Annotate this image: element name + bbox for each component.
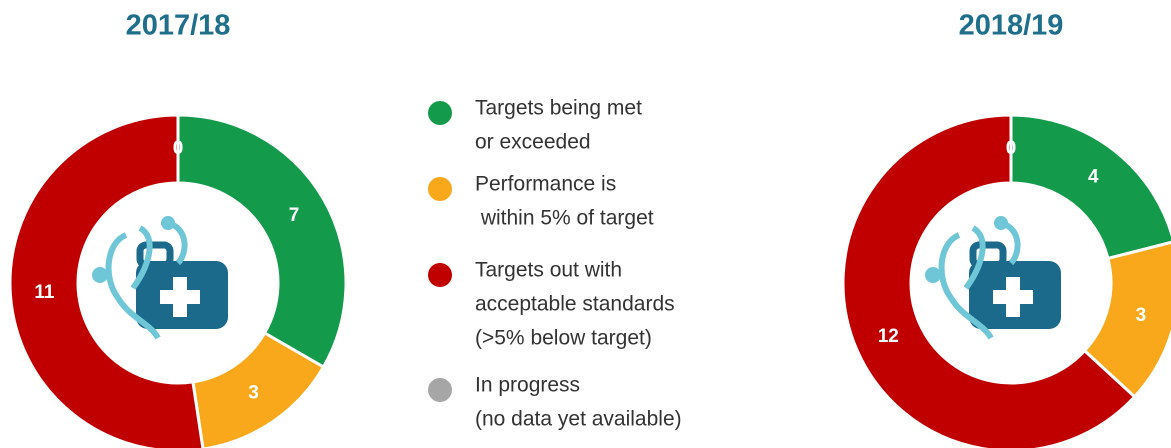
value-label: 7 <box>289 205 300 226</box>
legend-marker <box>428 263 452 287</box>
chart-title: 2018/19 <box>959 10 1064 42</box>
value-label: 12 <box>878 326 899 347</box>
value-label: 3 <box>1136 305 1147 326</box>
legend-label: within 5% of target <box>475 207 654 230</box>
value-label: 4 <box>1088 166 1099 187</box>
legend-label: or exceeded <box>475 131 591 154</box>
legend-label: acceptable standards <box>475 293 675 316</box>
legend-marker <box>428 177 452 201</box>
legend-label: (no data yet available) <box>475 408 682 431</box>
legend-marker <box>428 378 452 402</box>
legend-marker <box>428 101 452 125</box>
value-label: 0 <box>1006 138 1017 159</box>
chart-title: 2017/18 <box>126 10 231 42</box>
value-label: 0 <box>173 138 184 159</box>
legend-label: Targets being met <box>475 97 642 120</box>
value-label: 11 <box>34 282 55 303</box>
legend-label: In progress <box>475 374 580 397</box>
legend-label: Performance is <box>475 173 616 196</box>
legend-label: Targets out with <box>475 259 622 282</box>
legend-label: (>5% below target) <box>475 327 652 350</box>
value-label: 3 <box>248 383 259 404</box>
